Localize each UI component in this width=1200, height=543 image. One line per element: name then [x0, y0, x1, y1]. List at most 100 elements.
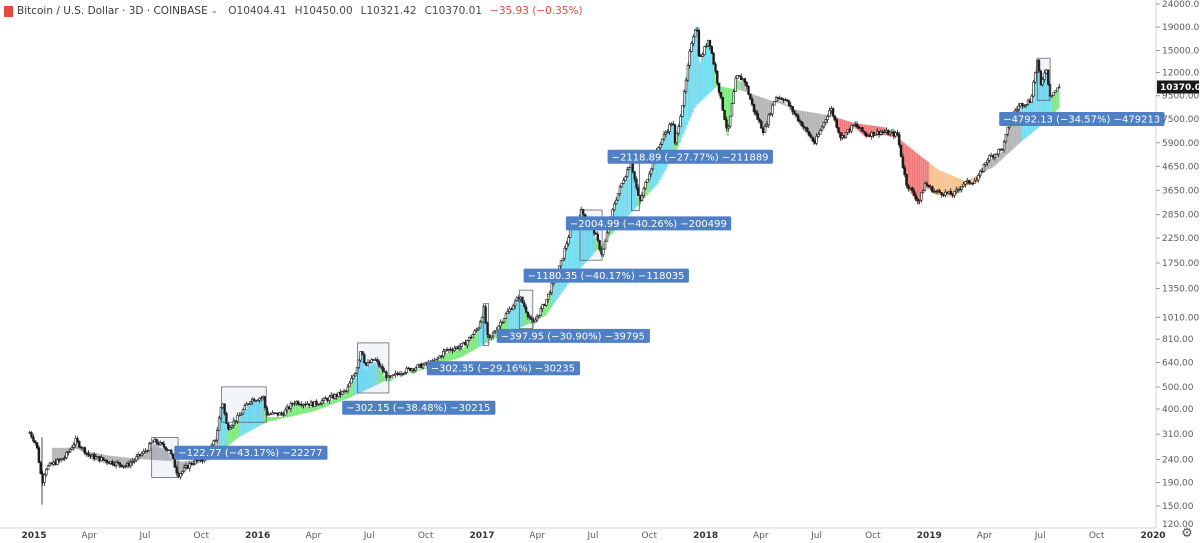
candle-body [385, 371, 388, 379]
candle-body [467, 336, 471, 342]
candle-body [756, 113, 759, 120]
candle-body [340, 391, 344, 395]
candle-body [874, 133, 877, 136]
candle-body [716, 71, 719, 84]
candle-body [30, 432, 33, 438]
candle-body [881, 131, 884, 133]
candle-body [844, 132, 848, 138]
price-tick-label: 7500.00 [1162, 115, 1199, 125]
candle-body [967, 180, 971, 184]
candle-body [445, 349, 449, 351]
candle-body [1030, 95, 1033, 103]
price-tick-label: 12000.00 [1162, 69, 1200, 79]
candle-body [712, 53, 715, 65]
measure-label-box [607, 149, 773, 164]
candle-body [567, 237, 570, 244]
candle-body [33, 440, 37, 443]
candle-body [72, 444, 76, 448]
candle-body [796, 115, 800, 122]
price-tick-label: 310.00 [1162, 430, 1194, 440]
candle-body [401, 373, 405, 375]
candle-body [774, 97, 778, 102]
candle-body [370, 359, 373, 364]
candle-body [278, 412, 281, 416]
candle-body [105, 460, 109, 463]
drawdown-measure[interactable]: −4792.13 (−34.57%) −479213 [999, 57, 1165, 126]
candle-body [392, 374, 395, 376]
candle-body [70, 447, 74, 450]
candle-body [964, 181, 967, 185]
candle-body [870, 131, 873, 137]
candle-body [526, 311, 530, 318]
chevron-down-icon[interactable]: ⌄ [210, 6, 219, 16]
candle-body [809, 135, 813, 138]
price-tick-label: 1350.00 [1162, 285, 1199, 295]
candle-body [493, 331, 496, 334]
candle-body [170, 450, 173, 455]
candle-body [736, 75, 739, 79]
measure-range-box [151, 437, 179, 478]
time-tick-label: Apr [977, 531, 993, 541]
gear-icon[interactable]: ⚙ [1181, 526, 1193, 541]
price-tick-label: 2850.00 [1162, 211, 1199, 221]
measure-range-box [518, 289, 534, 330]
candle-body [293, 403, 296, 405]
candle-body [986, 159, 989, 163]
price-tick-label: 150.00 [1162, 502, 1194, 512]
candle-body [717, 82, 721, 93]
candle-body [83, 447, 87, 454]
candle-body [995, 153, 998, 155]
candle-body [217, 417, 221, 431]
candle-body [39, 462, 42, 475]
candle-body [949, 191, 953, 195]
candle-body [280, 412, 283, 415]
drawdown-measure[interactable]: −302.35 (−29.16%) −30235 [357, 342, 580, 394]
candle-body [699, 55, 702, 57]
candle-body [765, 124, 769, 127]
candle-body [353, 373, 357, 377]
time-tick-label: Jul [586, 531, 598, 541]
measure-label: −2004.99 (−40.26%) −200499 [570, 219, 727, 230]
candle-body [596, 234, 600, 241]
candle-body [659, 144, 662, 149]
candle-body [1017, 105, 1021, 110]
candle-body [727, 126, 730, 129]
candle-body [102, 457, 105, 461]
drawdown-measure[interactable]: −122.77 (−43.17%) −22277 [151, 437, 328, 478]
candle-body [899, 144, 903, 157]
candle-body [857, 126, 861, 129]
candle-body [311, 401, 314, 407]
drawdown-measure[interactable]: −397.95 (−30.90%) −39795 [482, 303, 650, 346]
drawdown-measure[interactable]: −2118.89 (−27.77%) −211889 [607, 149, 773, 211]
price-axis[interactable]: 24000.00 19000.00 15000.00 12000.00 9500.00 7… [1156, 0, 1200, 530]
candle-body [140, 453, 144, 457]
candle-body [804, 127, 807, 129]
candle-body [688, 50, 691, 66]
candle-body [252, 398, 256, 402]
candle-body [124, 465, 127, 467]
candle-body [824, 119, 828, 123]
candle-body [684, 79, 688, 92]
time-axis[interactable]: 2015 Apr Jul Oct 2016 Apr Jul Oct 2017 Apr Jul Oct 2… [21, 531, 1165, 541]
candle-body [315, 400, 318, 405]
candle-body [1037, 59, 1041, 72]
candle-body [348, 382, 351, 388]
drawdown-measure[interactable]: −1180.35 (−40.17%) −118035 [518, 268, 689, 330]
candle-body [511, 305, 515, 310]
candle-body [35, 442, 39, 449]
candle-body [907, 185, 910, 190]
candle-body [317, 403, 320, 406]
candle-body [708, 39, 712, 47]
candle-body [989, 155, 993, 157]
symbol-title[interactable]: Bitcoin / U.S. Dollar · 3D · COINBASE [17, 5, 208, 17]
candle-body [192, 463, 195, 465]
candle-body [454, 346, 458, 349]
candle-body [828, 110, 831, 117]
candle-body [719, 92, 723, 98]
drawdown-measure[interactable]: −2004.99 (−40.26%) −200499 [565, 209, 732, 261]
candle-body [622, 180, 625, 184]
candle-body [377, 361, 381, 367]
candle-body [603, 240, 607, 250]
drawdown-measure[interactable]: −302.15 (−38.48%) −30215 [221, 386, 496, 423]
